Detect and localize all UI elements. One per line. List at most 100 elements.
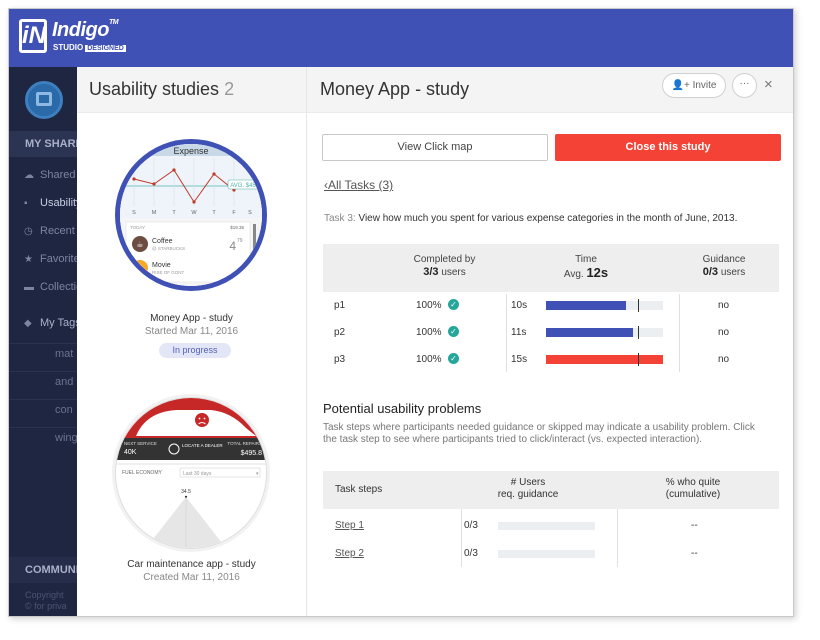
- step-link[interactable]: Step 2: [335, 548, 364, 559]
- sidebar-item-collections[interactable]: ▬ Collections: [9, 277, 77, 297]
- invite-button[interactable]: 👤+ Invite: [662, 73, 726, 98]
- completion-pct: 100%: [416, 354, 442, 365]
- check-icon: ✓: [448, 299, 459, 310]
- study-name-car-app[interactable]: Car maintenance app - study: [127, 559, 256, 570]
- sidebar-tag-item[interactable]: and: [9, 371, 77, 391]
- col-users-guidance: # Users req. guidance: [463, 477, 593, 501]
- car-app-preview: NEXT SERVICE 40K LOCATE A DEALER TOTAL R…: [116, 398, 266, 548]
- users-guidance-value: 0/3: [464, 520, 478, 531]
- page-title: Money App - study: [320, 79, 470, 99]
- thumb-item2-sub: RISE OF GONT: [152, 270, 185, 275]
- completed-value: 3/3: [423, 266, 439, 278]
- time-bar: [546, 301, 626, 310]
- completion-pct: 100%: [416, 300, 442, 311]
- participant-row[interactable]: p3 100% ✓ 15s no: [323, 347, 779, 373]
- thumb-range: Last 30 days: [183, 471, 212, 477]
- guidance-bar-track: [498, 522, 595, 530]
- avg-marker: [638, 299, 640, 312]
- guidance-status: no: [718, 300, 730, 311]
- study-thumbnail-car-app[interactable]: NEXT SERVICE 40K LOCATE A DEALER TOTAL R…: [115, 397, 267, 549]
- sidebar-tag-item[interactable]: con: [9, 399, 77, 419]
- thumb-day: T: [212, 210, 216, 216]
- participant-id: p3: [334, 354, 346, 365]
- time-header: Time Avg. 12s: [537, 253, 635, 281]
- studies-count: 2: [224, 79, 235, 99]
- study-thumbnail-money-app[interactable]: Expense AVG. $45 S M T W T: [115, 139, 267, 291]
- completed-header: Completed by 3/3 users: [387, 253, 502, 279]
- column-divider: [617, 509, 618, 567]
- participant-id: p2: [334, 327, 346, 338]
- thumb-item1-val: 4: [229, 239, 236, 253]
- close-icon[interactable]: ×: [764, 76, 773, 93]
- sidebar-item-label: My Tags: [40, 317, 77, 329]
- task-step-row: Step 2 0/3 --: [323, 539, 779, 567]
- sidebar-item-usability[interactable]: ▪ Usability: [9, 193, 77, 213]
- sidebar-item-label: Usability: [40, 197, 77, 209]
- brand-tm: TM: [108, 19, 119, 26]
- thumb-total: $19.35: [230, 225, 244, 230]
- top-bar: iN IndigoTM STUDIO DESIGNED: [9, 9, 793, 67]
- study-date: Created Mar 11, 2016: [143, 572, 240, 583]
- thumb-item1-val-sup: 79: [237, 238, 243, 244]
- all-tasks-label: All Tasks (3): [328, 178, 394, 192]
- add-user-icon: 👤+: [671, 80, 690, 91]
- study-detail-panel: Money App - study 👤+ Invite ··· × View C…: [306, 67, 793, 616]
- studies-panel-header: [77, 67, 306, 113]
- thumb-day: S: [132, 210, 136, 216]
- step-link[interactable]: Step 1: [335, 520, 364, 531]
- col-users-guidance-line: req. guidance: [497, 489, 559, 500]
- col-quit-pct-line: % who quite: [665, 477, 721, 488]
- studies-title: Usability studies 2: [89, 79, 234, 100]
- time-value: 12s: [586, 265, 609, 280]
- participant-row[interactable]: p2 100% ✓ 11s no: [323, 320, 779, 346]
- sidebar-item-my-tags[interactable]: ◆ My Tags: [9, 313, 77, 333]
- task-description: Task 3: View how much you spent for vari…: [324, 213, 737, 224]
- guidance-status: no: [718, 354, 730, 365]
- guidance-unit: users: [720, 267, 746, 278]
- users-guidance-value: 0/3: [464, 548, 478, 559]
- sidebar: MY SHARED ☁ Shared ▪ Usability ◷ Recent ★ Fa…: [9, 67, 77, 616]
- sidebar-tag-item[interactable]: mat: [9, 343, 77, 363]
- studies-title-text: Usability studies: [89, 79, 220, 99]
- thumb-total-repairs: TOTAL REPAIRS: [227, 441, 262, 446]
- thumb-total-repairs-val: $495.8: [241, 450, 263, 457]
- participant-id: p1: [334, 300, 346, 311]
- brand-designed: DESIGNED: [85, 45, 126, 52]
- participant-row[interactable]: p1 100% ✓ 10s no: [323, 293, 779, 319]
- copyright-line: Copyright: [25, 590, 64, 600]
- time-label: Time: [575, 254, 597, 265]
- study-date: Started Mar 11, 2016: [144, 326, 239, 337]
- study-name-money-app[interactable]: Money App - study: [150, 313, 233, 324]
- col-quit-pct-line: (cumulative): [665, 489, 721, 500]
- usability-icon: ▪: [24, 198, 28, 209]
- more-options-button[interactable]: ···: [732, 73, 757, 98]
- problems-description: Task steps where participants needed gui…: [323, 422, 755, 445]
- sidebar-tag-item[interactable]: wing: [9, 427, 77, 447]
- close-study-button[interactable]: Close this study: [555, 134, 781, 161]
- view-click-map-button[interactable]: View Click map: [322, 134, 548, 161]
- sidebar-item-favorites[interactable]: ★ Favorites: [9, 249, 77, 269]
- column-divider: [679, 294, 680, 372]
- avatar[interactable]: [25, 81, 63, 119]
- sidebar-item-recent[interactable]: ◷ Recent: [9, 221, 77, 241]
- thumb-locate: LOCATE A DEALER: [182, 443, 223, 448]
- avg-marker: [638, 326, 640, 339]
- cloud-icon: ☁: [24, 170, 34, 181]
- guidance-label: Guidance: [702, 254, 746, 265]
- sidebar-section-shared[interactable]: MY SHARED: [9, 131, 77, 157]
- invite-label: Invite: [692, 80, 717, 91]
- copyright: Copyright © for priva: [25, 590, 67, 612]
- chevron-down-icon: ▾: [256, 471, 259, 477]
- sidebar-item-shared[interactable]: ☁ Shared: [9, 165, 77, 185]
- sidebar-section-community[interactable]: COMMUNITY: [9, 557, 77, 583]
- all-tasks-link[interactable]: ‹All Tasks (3): [324, 178, 393, 192]
- coffee-icon: ☕: [136, 240, 143, 249]
- completion-pct: 100%: [416, 327, 442, 338]
- sidebar-item-label: Favorites: [40, 253, 77, 265]
- thumb-fuel: FUEL ECONOMY: [122, 470, 162, 476]
- column-divider: [506, 294, 507, 372]
- time-bar: [546, 328, 633, 337]
- check-icon: ✓: [448, 353, 459, 364]
- column-divider: [461, 509, 462, 567]
